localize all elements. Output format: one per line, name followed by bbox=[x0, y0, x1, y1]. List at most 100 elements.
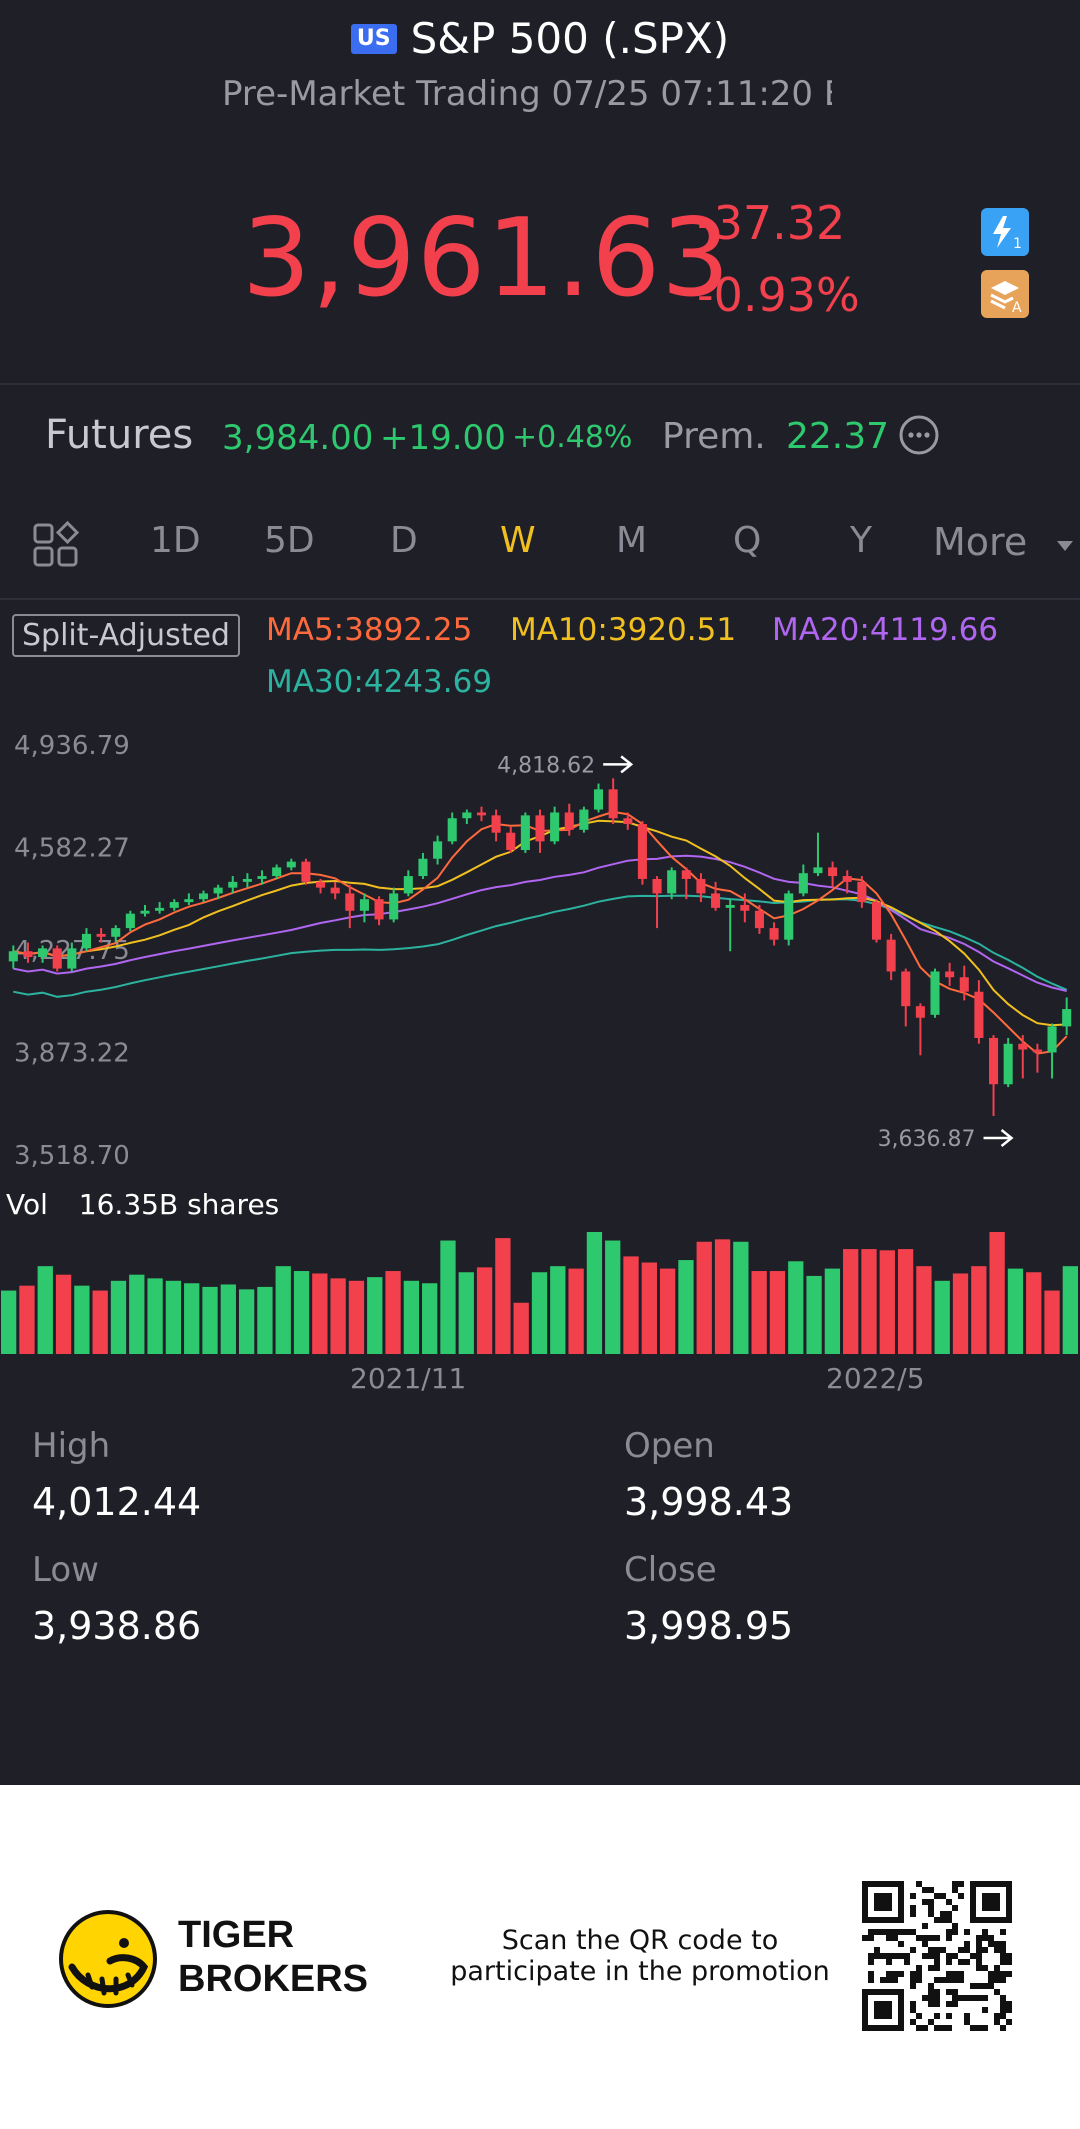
tab-q[interactable]: Q bbox=[733, 520, 762, 561]
candle bbox=[374, 896, 384, 926]
high-value: 4,012.44 bbox=[32, 1480, 202, 1524]
candle bbox=[140, 904, 150, 917]
candle bbox=[945, 962, 955, 986]
candle bbox=[272, 864, 282, 879]
candle bbox=[433, 835, 443, 865]
candle bbox=[301, 858, 311, 885]
candle bbox=[462, 809, 472, 825]
candle bbox=[418, 852, 428, 879]
high-label: High bbox=[32, 1426, 111, 1466]
volume-bar bbox=[147, 1278, 163, 1354]
ma20-value: MA20:4119.66 bbox=[772, 612, 999, 648]
volume-bar bbox=[403, 1280, 420, 1354]
qr-code[interactable] bbox=[862, 1881, 1012, 2031]
ma20-line bbox=[13, 854, 1067, 992]
min-price-label: 3,636.87 bbox=[878, 1127, 976, 1152]
volume-bar bbox=[605, 1240, 621, 1354]
candle bbox=[52, 945, 62, 972]
grid-layout-icon[interactable] bbox=[32, 520, 80, 572]
candle bbox=[652, 876, 662, 929]
volume-bar bbox=[312, 1273, 328, 1354]
volume-bar bbox=[74, 1285, 90, 1354]
tab-more[interactable]: More bbox=[933, 520, 1028, 564]
volume-bar bbox=[952, 1273, 969, 1354]
svg-text:A: A bbox=[1012, 300, 1022, 316]
volume-bar bbox=[257, 1286, 273, 1354]
volume-bar bbox=[385, 1271, 401, 1354]
candle bbox=[930, 968, 940, 1018]
volume-bar bbox=[678, 1260, 694, 1354]
tab-d[interactable]: D bbox=[390, 520, 418, 561]
ma10-value: MA10:3920.51 bbox=[510, 612, 737, 648]
candle bbox=[96, 928, 106, 943]
candle bbox=[842, 870, 852, 894]
volume-bar bbox=[202, 1286, 218, 1354]
candle bbox=[23, 942, 33, 963]
tab-m[interactable]: M bbox=[616, 520, 648, 561]
candle bbox=[828, 861, 838, 888]
stack-a-icon[interactable]: A bbox=[981, 270, 1029, 318]
open-value: 3,998.43 bbox=[624, 1480, 794, 1524]
volume-bar bbox=[37, 1266, 53, 1354]
candle bbox=[798, 864, 808, 897]
candlestick-chart[interactable]: 4,936.794,582.274,227.753,873.223,518.70… bbox=[0, 720, 1080, 1370]
candle bbox=[491, 809, 501, 842]
volume-bar bbox=[751, 1271, 767, 1354]
chevron-down-icon[interactable] bbox=[1056, 538, 1074, 557]
volume-bar bbox=[476, 1267, 493, 1354]
volume-bar bbox=[165, 1280, 182, 1354]
volume-bar bbox=[92, 1290, 108, 1354]
price-change-percent: -0.93% bbox=[697, 268, 860, 322]
volume-bar bbox=[220, 1284, 236, 1354]
candle bbox=[345, 884, 355, 929]
volume-bar bbox=[696, 1241, 712, 1354]
tab-5d[interactable]: 5D bbox=[264, 520, 315, 561]
tab-y[interactable]: Y bbox=[850, 520, 872, 561]
candle bbox=[959, 965, 969, 1001]
x-tick-2022-5: 2022/5 bbox=[826, 1362, 925, 1395]
tab-w[interactable]: W bbox=[500, 520, 536, 561]
tab-1d[interactable]: 1D bbox=[150, 520, 201, 561]
volume-bar bbox=[623, 1256, 639, 1354]
candle bbox=[564, 803, 574, 836]
candle bbox=[155, 902, 165, 914]
candle bbox=[857, 876, 867, 908]
candle bbox=[915, 1003, 925, 1056]
lightning-level1-icon[interactable]: 1 bbox=[981, 208, 1029, 256]
candle bbox=[813, 832, 823, 877]
volume-bar bbox=[769, 1271, 786, 1354]
low-value: 3,938.86 bbox=[32, 1604, 202, 1648]
candle bbox=[228, 876, 238, 894]
volume-bar bbox=[861, 1249, 877, 1354]
candle bbox=[169, 899, 179, 911]
arrow-right-icon bbox=[603, 755, 634, 774]
volume-bar bbox=[440, 1240, 456, 1354]
divider bbox=[0, 598, 1080, 600]
more-options-icon[interactable] bbox=[898, 414, 940, 460]
candle bbox=[476, 806, 487, 822]
arrow-right-icon bbox=[983, 1129, 1014, 1148]
split-adjusted-toggle[interactable]: Split-Adjusted bbox=[12, 614, 240, 657]
close-label: Close bbox=[624, 1550, 717, 1590]
volume-bar bbox=[843, 1249, 859, 1354]
close-value: 3,998.95 bbox=[624, 1604, 794, 1648]
volume-bar bbox=[238, 1289, 255, 1354]
volume-bar bbox=[586, 1232, 603, 1354]
candle bbox=[711, 881, 721, 911]
volume-bar bbox=[495, 1238, 511, 1354]
futures-change-percent: +0.48% bbox=[512, 420, 633, 455]
volume-bar bbox=[330, 1278, 346, 1354]
promo-line1: Scan the QR code to bbox=[501, 1925, 779, 1956]
volume-label: Vol bbox=[6, 1188, 48, 1221]
candle bbox=[330, 881, 340, 900]
volume-bar bbox=[568, 1268, 584, 1354]
premium-value: 22.37 bbox=[786, 416, 890, 457]
candle bbox=[447, 812, 457, 845]
futures-row[interactable]: Futures 3,984.00 +19.00 +0.48% Prem. 22.… bbox=[0, 412, 1080, 462]
premium-label: Prem. bbox=[662, 416, 766, 457]
app-background bbox=[0, 0, 1080, 1785]
open-label: Open bbox=[624, 1426, 715, 1466]
candle bbox=[550, 806, 560, 845]
candle bbox=[286, 858, 296, 871]
volume-bar bbox=[971, 1266, 987, 1354]
